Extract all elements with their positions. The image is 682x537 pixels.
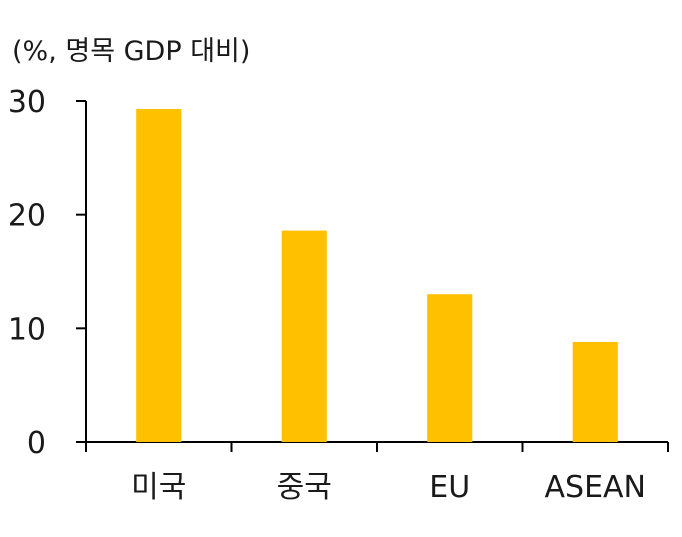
y-tick-label: 20 xyxy=(8,199,46,234)
bar-ASEAN xyxy=(572,341,618,442)
bar-중국 xyxy=(281,230,327,442)
bar-미국 xyxy=(136,108,182,442)
y-tick-label: 0 xyxy=(27,426,46,461)
x-category-label: 중국 xyxy=(277,470,332,505)
y-tick-label: 10 xyxy=(8,312,46,347)
y-unit-label: (%, 명목 GDP 대비) xyxy=(12,36,250,67)
x-category-label: EU xyxy=(429,470,470,505)
x-category-label: 미국 xyxy=(131,470,186,505)
bar-EU xyxy=(427,294,473,442)
plot-area: 0 10 20 30 미국 중국 EU ASEAN xyxy=(8,85,669,505)
y-tick-label: 30 xyxy=(8,85,46,120)
x-category-label: ASEAN xyxy=(545,470,646,505)
